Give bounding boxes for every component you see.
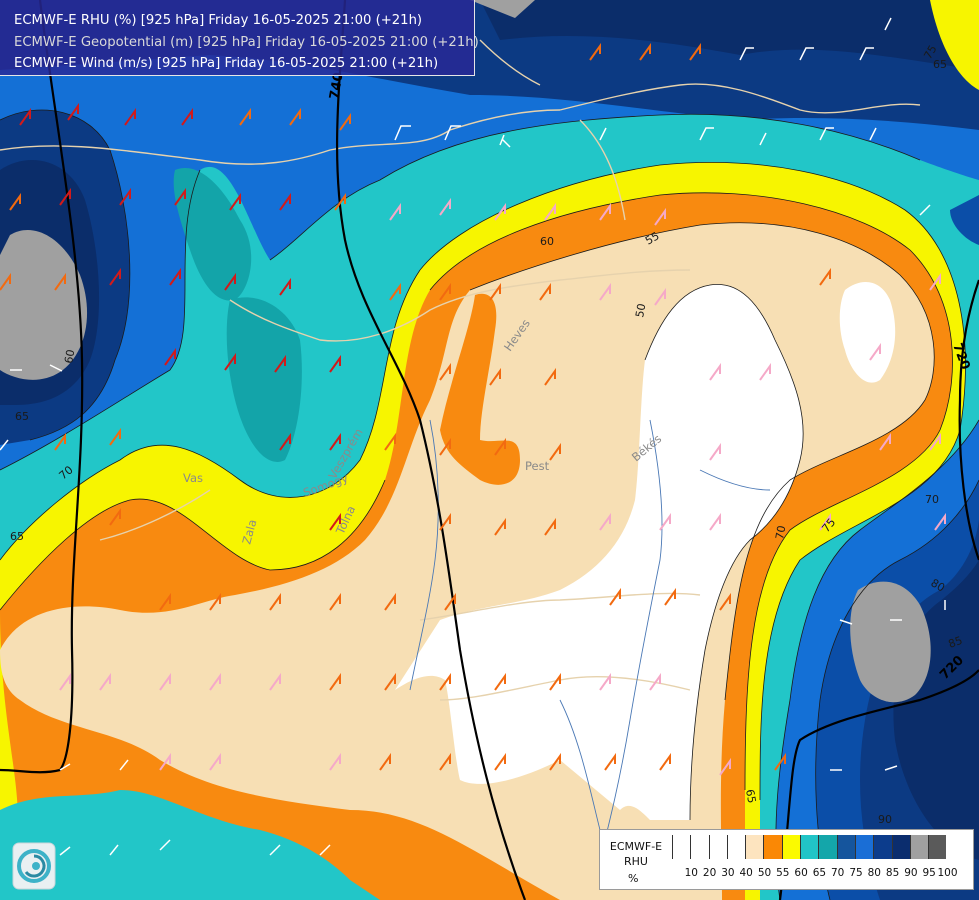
legend-swatch [891,835,910,859]
legend-swatch [873,835,892,859]
legend-tick-label: 70 [831,867,845,879]
title-rhu: ECMWF-E RHU (%) [925 hPa] Friday 16-05-2… [14,13,423,28]
legend-tick-label: 85 [885,867,900,879]
legend-swatch [763,835,782,859]
contour-label: 55 [643,229,662,247]
legend-tick-label: 40 [739,867,753,879]
legend-swatch [818,835,837,859]
legend-tick-label: 20 [702,867,717,879]
legend-tick-label: 55 [776,867,790,879]
legend-tick-label: 90 [904,867,918,879]
contour-label: 65 [743,788,758,804]
wind-barbs [0,17,946,856]
region-label: Vas [183,471,203,485]
legend-tick-label: 80 [867,867,881,879]
color-legend: ECMWF-E RHU % 10 20 30 40 50 55 60 65 70 75 80 85 90… [599,829,974,890]
contour-label: 70 [925,493,939,506]
legend-unit: % [628,872,639,885]
ecmwf-logo-icon [12,842,56,890]
legend-tick-label: 50 [757,867,772,879]
legend-swatch [708,835,727,859]
legend-tick-label: 60 [794,867,808,879]
contour-label: 65 [15,410,29,423]
contour-label: 90 [878,813,892,826]
legend-tick-label: 95 [922,867,936,879]
rivers [409,419,771,861]
legend-tick-label: 100 [937,867,958,879]
legend-title: ECMWF-E RHU [604,839,668,869]
region-label: Zala [239,518,259,546]
legend-variable: RHU [624,855,648,868]
title-geopotential: ECMWF-E Geopotential (m) [925 hPa] Frida… [14,35,479,50]
contour-label: 85 [947,634,965,651]
contour-label: 50 [633,302,648,318]
legend-swatch [928,835,947,859]
contour-label: 60 [540,235,554,248]
legend-ticks: 10 20 30 40 50 55 60 65 70 75 80 85 90 95 100 [672,867,972,881]
region-borders [0,39,921,701]
legend-swatch [690,835,709,859]
legend-swatches [672,835,947,859]
legend-tick-label: 10 [684,867,698,879]
legend-swatch [854,835,874,859]
contour-label: 70 [773,524,788,540]
geopotential-label: 740 [327,71,346,100]
legend-swatch [672,835,691,859]
legend-model: ECMWF-E [609,840,663,853]
legend-tick-label: 75 [849,867,863,879]
contour-label: 75 [921,43,939,62]
contour-label: 60 [62,348,77,364]
contour-label: 80 [929,576,948,594]
title-wind: ECMWF-E Wind (m/s) [925 hPa] Friday 16-0… [14,56,439,71]
legend-swatch [726,835,746,859]
legend-swatch [800,835,819,859]
contour-label: 65 [10,530,24,543]
legend-swatch [909,835,929,859]
contour-lines [0,109,979,900]
contour-label: 65 [933,58,947,71]
legend-swatch [836,835,855,859]
legend-swatch [745,835,764,859]
legend-swatch [781,835,801,859]
legend-tick-label: 65 [812,867,827,879]
legend-tick-label: 30 [721,867,735,879]
map-title-panel: ECMWF-E RHU (%) [925 hPa] Friday 16-05-2… [0,0,479,76]
region-label: Pest [525,459,550,473]
